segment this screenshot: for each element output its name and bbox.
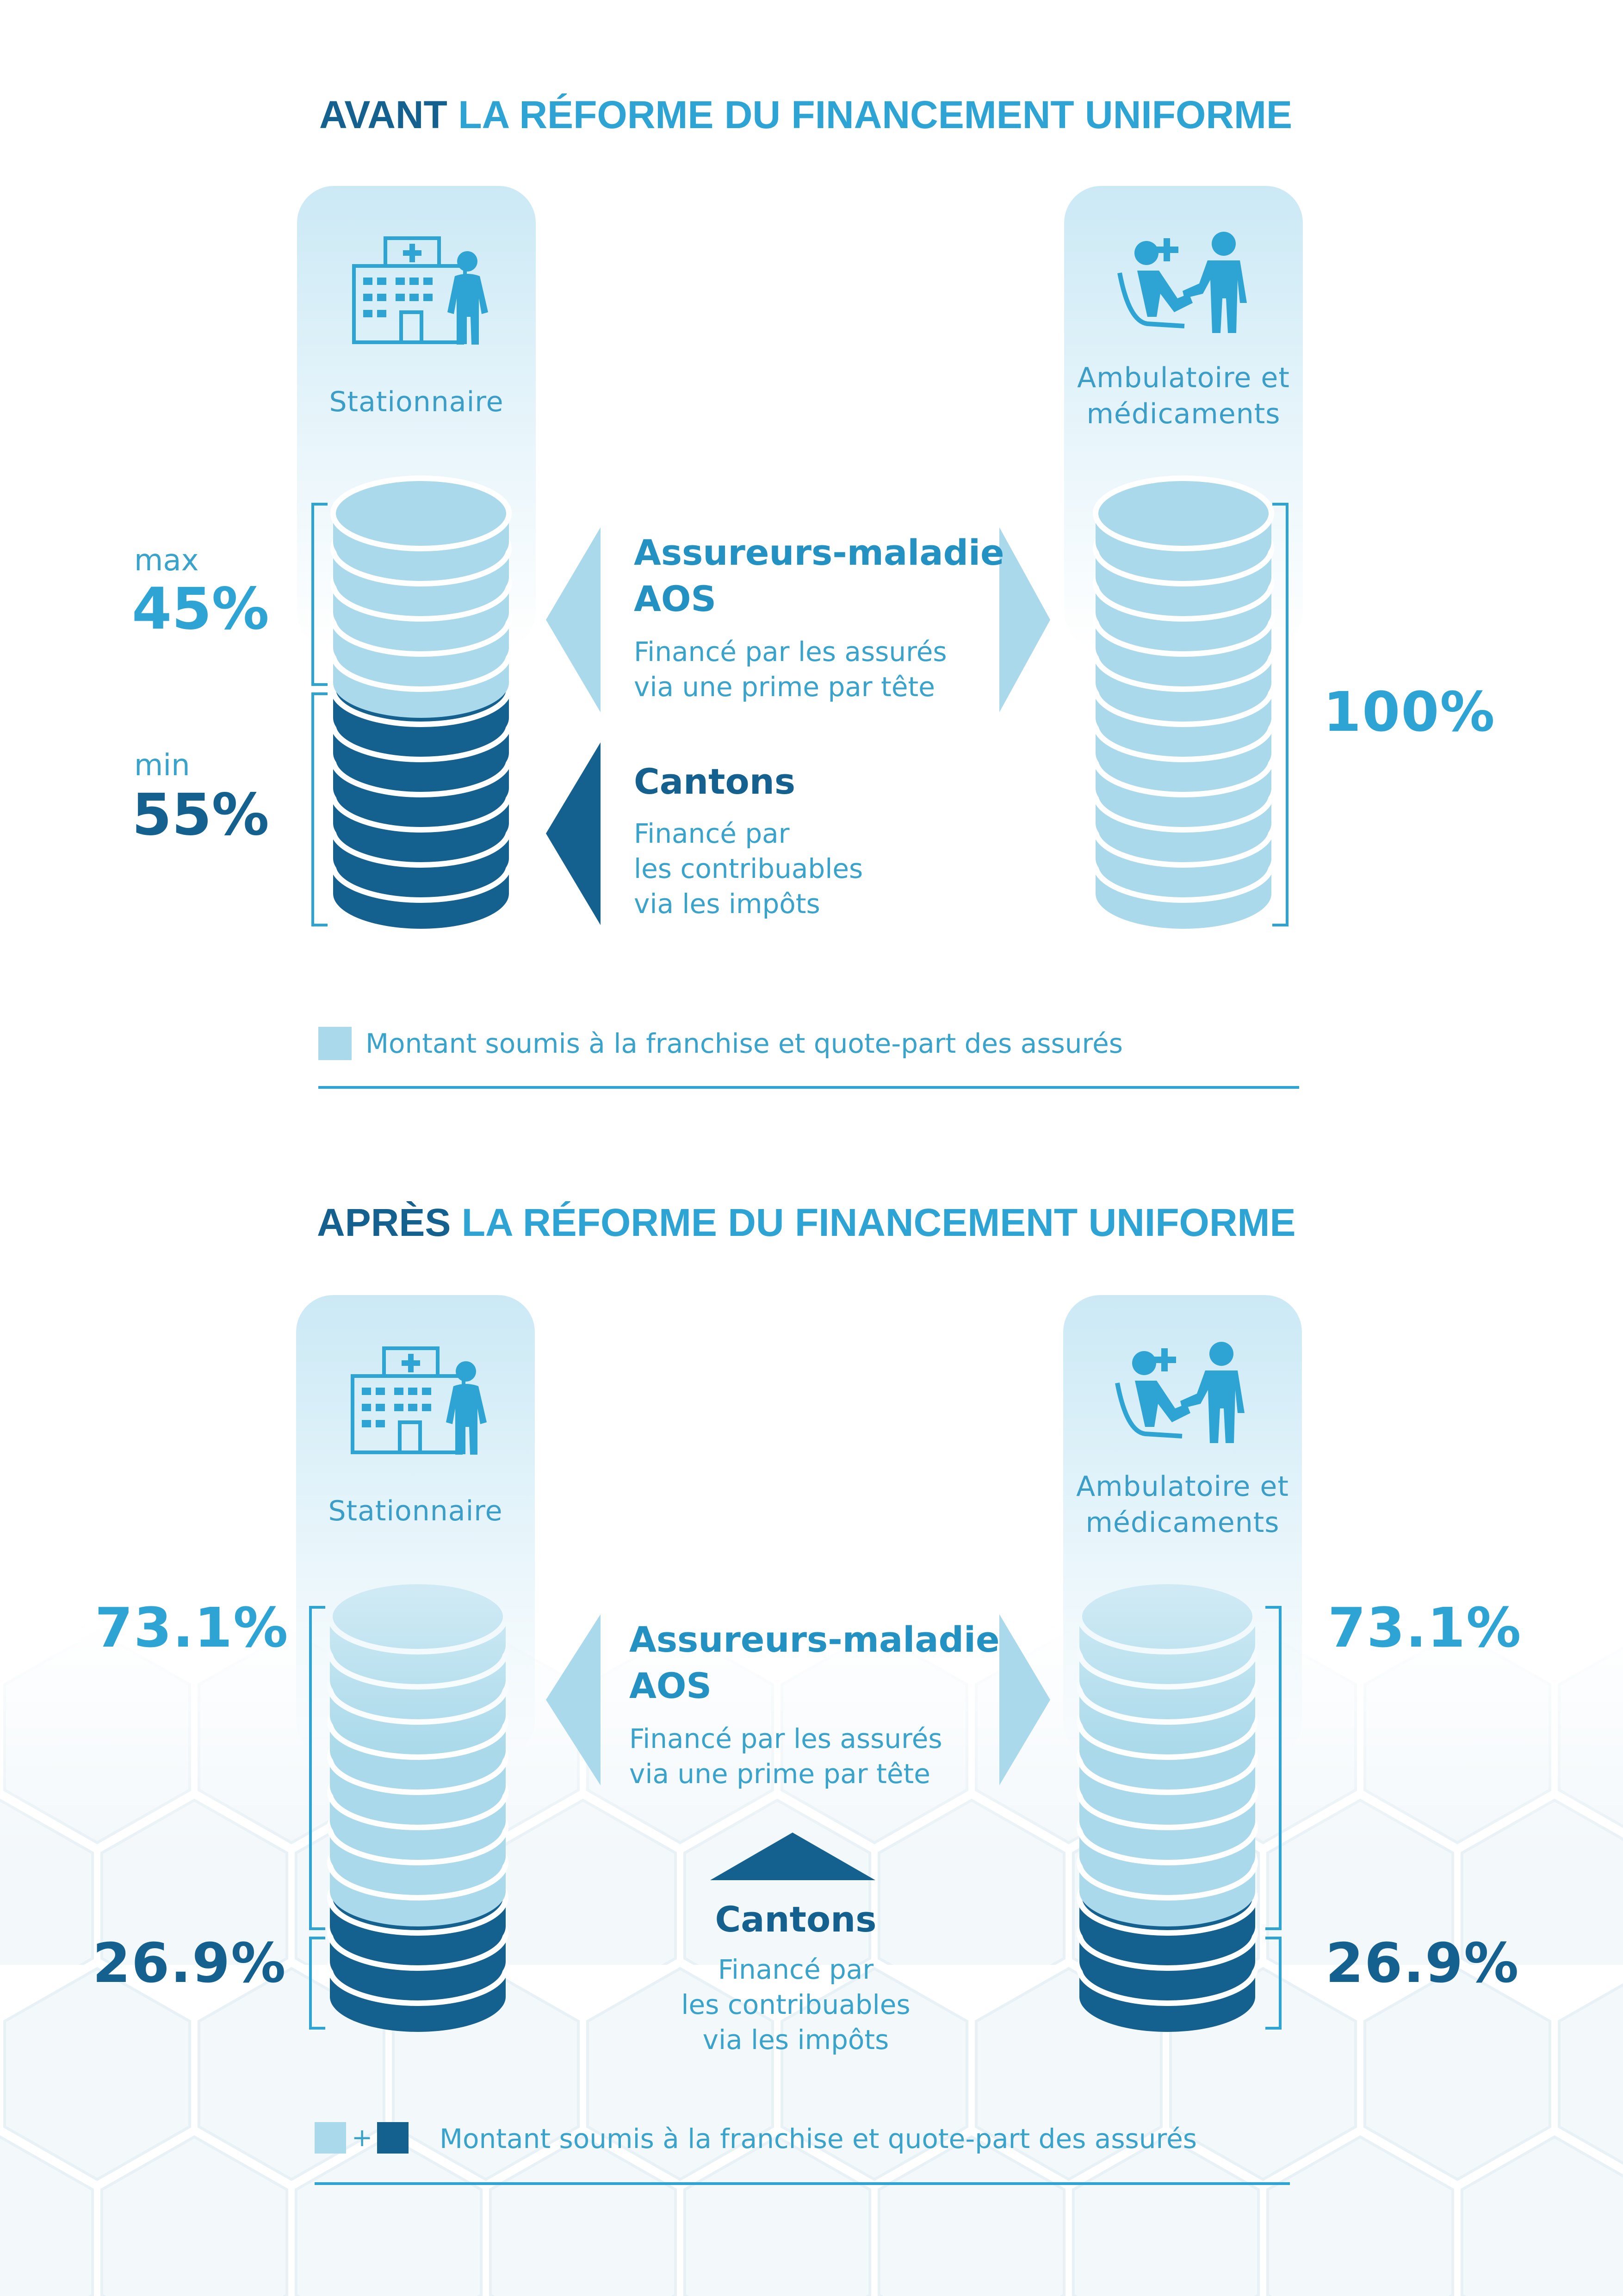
after-cantons-desc-1: Financé par — [718, 1954, 874, 1985]
after-insurers-block: Assureurs-maladie AOS Financé par les as… — [629, 1617, 1000, 1791]
before-legend-swatch — [318, 1027, 352, 1060]
before-stationary-stack-coin-top — [330, 475, 512, 551]
after-insurers-name-2: AOS — [629, 1665, 712, 1706]
after-insurers-arrow-left — [546, 1614, 601, 1785]
before-insurers-name-2: AOS — [634, 578, 717, 619]
before-arrows — [546, 527, 1050, 925]
after-right-bracket — [1265, 1606, 1282, 2030]
after-right-insurers-share: 73.1% — [1328, 1596, 1522, 1660]
after-right-column-bg — [1063, 1295, 1302, 1758]
before-right-column-label-line2: médicaments — [1086, 398, 1281, 430]
before-cantons-desc-2: les contribuables — [634, 853, 863, 884]
after-left-bracket — [309, 1606, 325, 2030]
before-right-column-label-line1: Ambulatoire et — [1077, 362, 1290, 394]
after-cantons-desc-3: via les impôts — [702, 2024, 889, 2055]
after-left-column-bg — [296, 1295, 535, 1758]
after-right-column-label: Ambulatoire et médicaments — [1063, 1469, 1302, 1541]
after-right-column-label-line1: Ambulatoire et — [1076, 1470, 1289, 1503]
before-right-column-label: Ambulatoire et médicaments — [1064, 360, 1303, 432]
after-left-cantons-share: 26.9% — [93, 1931, 287, 1995]
before-ambulatory-stack — [1093, 475, 1274, 929]
after-cantons-desc-2: les contribuables — [681, 1989, 911, 2020]
before-cantons-block: Cantons Financé par les contribuables vi… — [634, 759, 863, 921]
before-divider — [318, 1086, 1299, 1089]
before-cantons-name: Cantons — [634, 761, 796, 802]
before-title-rest: LA RÉFORME DU FINANCEMENT UNIFORME — [458, 93, 1293, 136]
before-insurers-name-1: Assureurs-maladie — [634, 532, 1004, 573]
before-ambulatory-stack-coin-top — [1093, 475, 1274, 551]
before-insurers-arrow-right — [999, 527, 1050, 712]
doctor-patient-icon — [1115, 1342, 1245, 1443]
after-insurers-arrow-right — [999, 1614, 1050, 1785]
before-left-column-label: Stationnaire — [329, 386, 504, 418]
after-arrows — [546, 1614, 1050, 1880]
hospital-patient-icon — [352, 236, 488, 345]
after-title-strong: APRÈS — [317, 1201, 451, 1244]
before-insurers-share: 45% — [132, 576, 269, 642]
after-legend-plus: + — [352, 2123, 373, 2152]
before-legend-text: Montant soumis à la franchise et quote-p… — [365, 1028, 1123, 1059]
after-cantons-arrow — [710, 1833, 875, 1880]
after-left-column-label: Stationnaire — [328, 1495, 503, 1527]
after-left-insurers-share: 73.1% — [95, 1596, 289, 1660]
before-insurers-desc-2: via une prime par tête — [634, 671, 935, 703]
before-ambulatory-share: 100% — [1323, 680, 1496, 744]
before-cantons-arrow — [546, 742, 601, 925]
before-cantons-share: 55% — [132, 782, 269, 848]
before-left-bracket — [311, 503, 328, 926]
before-cantons-desc-1: Financé par — [634, 818, 790, 849]
before-insurers-arrow-left — [546, 527, 601, 712]
before-insurers-desc-1: Financé par les assurés — [634, 636, 947, 667]
before-cantons-desc-3: via les impôts — [634, 888, 820, 920]
after-title-rest: LA RÉFORME DU FINANCEMENT UNIFORME — [461, 1201, 1296, 1244]
after-insurers-desc-2: via une prime par tête — [629, 1758, 930, 1790]
after-cantons-block: Cantons Financé par les contribuables vi… — [680, 1896, 911, 2057]
after-legend-swatch-light — [315, 2122, 346, 2154]
before-right-bracket — [1272, 503, 1288, 926]
after-insurers-name-1: Assureurs-maladie — [629, 1619, 1000, 1660]
before-insurers-block: Assureurs-maladie AOS Financé par les as… — [634, 530, 1004, 704]
after-right-cantons-share: 26.9% — [1326, 1931, 1520, 1995]
before-title: AVANT LA RÉFORME DU FINANCEMENT UNIFORME — [319, 93, 1292, 137]
after-legend-text: Montant soumis à la franchise et quote-p… — [440, 2123, 1197, 2154]
before-cantons-qualifier: min — [134, 748, 190, 783]
before-title-strong: AVANT — [319, 93, 447, 136]
after-legend-swatch-dark — [377, 2122, 409, 2154]
before-stationary-stack — [330, 475, 512, 929]
after-cantons-name: Cantons — [715, 1899, 877, 1940]
after-right-column-label-line2: médicaments — [1085, 1506, 1280, 1539]
after-title: APRÈS LA RÉFORME DU FINANCEMENT UNIFORME — [317, 1200, 1296, 1245]
after-insurers-desc-1: Financé par les assurés — [629, 1723, 942, 1754]
hospital-patient-icon — [351, 1346, 487, 1455]
before-insurers-qualifier: max — [134, 543, 199, 578]
after-divider — [315, 2182, 1290, 2185]
doctor-patient-icon — [1117, 232, 1247, 333]
